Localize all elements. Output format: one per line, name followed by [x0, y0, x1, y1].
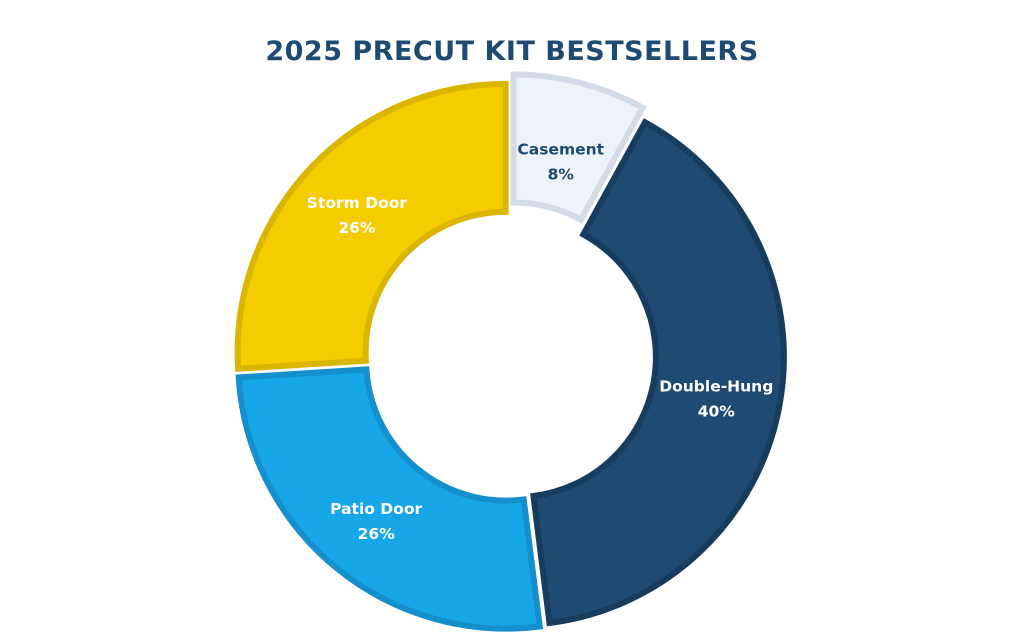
slice-value-double-hung: 40%	[698, 402, 736, 420]
slice-label-storm-door: Storm Door	[307, 194, 408, 212]
slice-patio-door	[235, 366, 544, 632]
slice-label-double-hung: Double-Hung	[659, 377, 773, 395]
slice-label-patio-door: Patio Door	[330, 500, 422, 518]
slice-value-patio-door: 26%	[358, 525, 396, 543]
slice-value-storm-door: 26%	[338, 219, 376, 237]
slice-storm-door	[234, 80, 509, 372]
slice-value-casement: 8%	[548, 165, 575, 183]
slice-label-casement: Casement	[517, 140, 604, 158]
slice-casement	[510, 71, 647, 224]
slice-double-hung	[530, 118, 787, 627]
chart-title: 2025 PRECUT KIT BESTSELLERS	[265, 36, 759, 67]
